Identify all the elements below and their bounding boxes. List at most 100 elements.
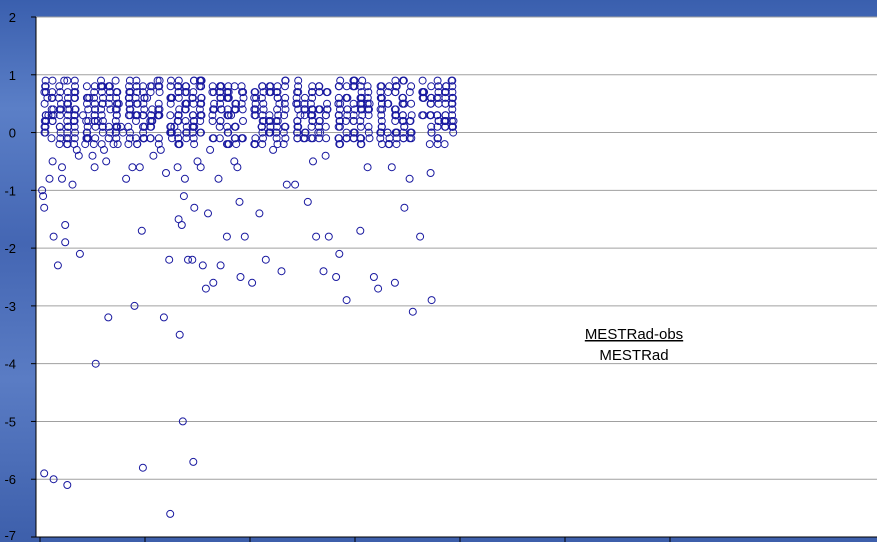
data-point [90,93,99,102]
data-point [43,93,52,102]
data-point [97,88,106,97]
data-point [358,76,367,85]
data-point [90,163,99,172]
data-point [91,134,100,143]
data-point [70,76,79,85]
data-point [182,82,191,91]
data-point [174,93,183,102]
data-point [88,151,97,160]
data-point [251,99,260,108]
data-point [154,134,163,143]
data-point [232,140,241,149]
data-point [48,117,57,125]
data-point [132,111,141,120]
data-point [334,134,343,143]
annotation: MESTRad-obs MESTRad [585,326,683,364]
data-point [237,134,246,143]
data-point [237,82,246,91]
data-point [58,174,66,183]
data-point [294,76,303,85]
data-point [377,117,386,125]
data-point [416,232,425,241]
data-point [433,111,441,120]
data-point [364,111,373,120]
data-point [273,140,282,149]
data-point [223,93,231,102]
data-point [448,76,457,85]
data-point [223,128,232,137]
data-point [448,93,457,102]
data-point [441,82,450,91]
data-point [235,197,244,206]
y-tick-label: -1 [4,183,16,198]
data-point [174,140,183,149]
data-point [104,134,113,143]
data-point [49,232,58,241]
data-point [85,93,94,102]
data-point [399,76,408,85]
data-point [427,128,436,137]
data-point [72,145,81,154]
data-point [341,117,350,125]
data-point [190,203,199,212]
data-point [79,111,87,120]
data-point [89,140,98,149]
data-point [139,99,148,108]
data-point [133,88,142,97]
data-point [55,122,64,131]
data-point [223,122,232,131]
data-point [122,174,131,183]
data-point [407,82,416,91]
data-point [181,117,190,125]
data-point [83,122,92,131]
data-point [223,111,232,120]
data-point [448,122,457,131]
data-point [392,82,401,91]
data-point [126,105,135,114]
data-point [335,82,344,91]
data-point [377,93,386,102]
data-point [114,99,123,108]
data-point [112,111,121,120]
data-point [209,134,218,143]
data-point [314,128,323,137]
data-point [322,111,330,120]
data-point [166,99,175,108]
data-point [261,255,270,264]
data-point [224,82,233,91]
data-point [133,140,142,149]
data-point [40,469,49,478]
data-point [315,117,324,125]
data-point [74,151,83,160]
data-point [91,359,100,368]
data-point [277,267,286,276]
data-point [335,117,344,125]
data-point [173,163,182,172]
data-point [195,105,204,114]
data-point [154,140,163,149]
data-point [356,226,365,235]
data-point [294,82,303,91]
data-point [296,111,305,120]
data-point [140,93,149,102]
data-point [384,140,393,149]
data-point [418,76,427,85]
data-point [334,111,343,120]
data-point [425,140,434,149]
data-point [399,134,408,143]
data-point [83,134,92,143]
data-points [38,76,458,518]
data-point [273,117,282,125]
data-point [166,509,175,518]
data-point [217,105,226,114]
data-point [407,99,416,108]
data-point [178,417,187,426]
data-point [208,117,217,125]
data-point [41,82,50,91]
data-point [48,76,57,85]
data-point [440,117,449,125]
data-point [81,140,90,149]
y-tick-label: -3 [4,299,16,314]
data-point [146,88,155,97]
data-point [281,134,290,143]
